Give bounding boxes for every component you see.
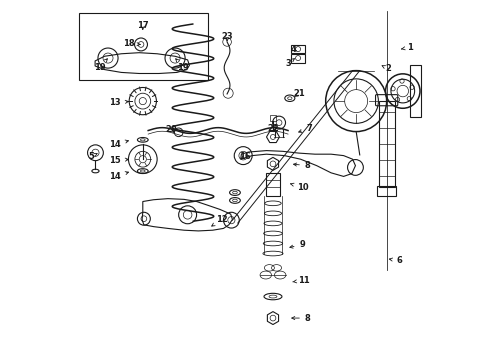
Bar — [266, 173, 280, 196]
Bar — [379, 101, 394, 187]
Bar — [291, 54, 305, 63]
Text: 5: 5 — [88, 152, 97, 161]
Text: 3: 3 — [285, 59, 294, 68]
Text: 23: 23 — [221, 32, 233, 41]
Text: 14: 14 — [109, 140, 128, 149]
Text: 20: 20 — [166, 125, 177, 134]
Bar — [377, 186, 396, 196]
Text: 8: 8 — [294, 161, 311, 170]
Text: 7: 7 — [299, 123, 313, 132]
Text: 19: 19 — [94, 59, 107, 72]
Text: 9: 9 — [290, 240, 305, 249]
Text: 21: 21 — [293, 89, 305, 98]
Bar — [291, 45, 305, 53]
Text: 13: 13 — [109, 98, 128, 107]
Text: 18: 18 — [122, 39, 140, 48]
Text: 4: 4 — [291, 45, 296, 54]
Text: 6: 6 — [390, 256, 402, 265]
Bar — [410, 65, 421, 117]
Text: 2: 2 — [382, 64, 392, 73]
Bar — [79, 13, 208, 80]
Text: 19: 19 — [176, 59, 189, 72]
Text: 17: 17 — [137, 21, 148, 30]
Text: 22: 22 — [268, 123, 280, 132]
Text: 12: 12 — [212, 215, 227, 226]
Text: 10: 10 — [291, 183, 308, 192]
Text: 1: 1 — [401, 43, 413, 52]
Text: 14: 14 — [109, 172, 128, 181]
Text: 8: 8 — [292, 314, 311, 323]
Bar — [270, 116, 276, 121]
Text: 11: 11 — [293, 276, 310, 285]
Text: 16: 16 — [239, 152, 251, 161]
Text: 15: 15 — [109, 156, 128, 165]
